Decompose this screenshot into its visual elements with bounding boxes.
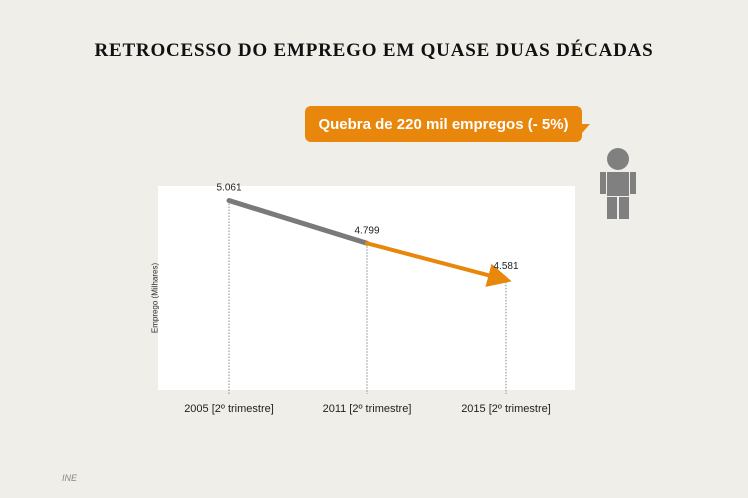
data-label-2: 4.581 [493, 261, 518, 272]
x-tick-label-2: 2015 [2º trimestre] [461, 403, 551, 415]
person-icon [600, 148, 636, 219]
callout-tail [582, 124, 590, 133]
x-tick-label-1: 2011 [2º trimestre] [323, 403, 412, 415]
data-label-1: 4.799 [354, 225, 379, 236]
x-tick-label-0: 2005 [2º trimestre] [184, 403, 274, 415]
series-segment-0 [226, 198, 370, 246]
source-note: INE [62, 473, 78, 483]
callout-badge: Quebra de 220 mil empregos (- 5%) [305, 106, 582, 142]
series-segment-1 [365, 241, 512, 287]
y-axis-label: Emprego (Milhares) [150, 262, 160, 334]
page-title: RETROCESSO DO EMPREGO EM QUASE DUAS DÉCA… [94, 40, 654, 61]
data-label-0: 5.061 [216, 183, 241, 194]
